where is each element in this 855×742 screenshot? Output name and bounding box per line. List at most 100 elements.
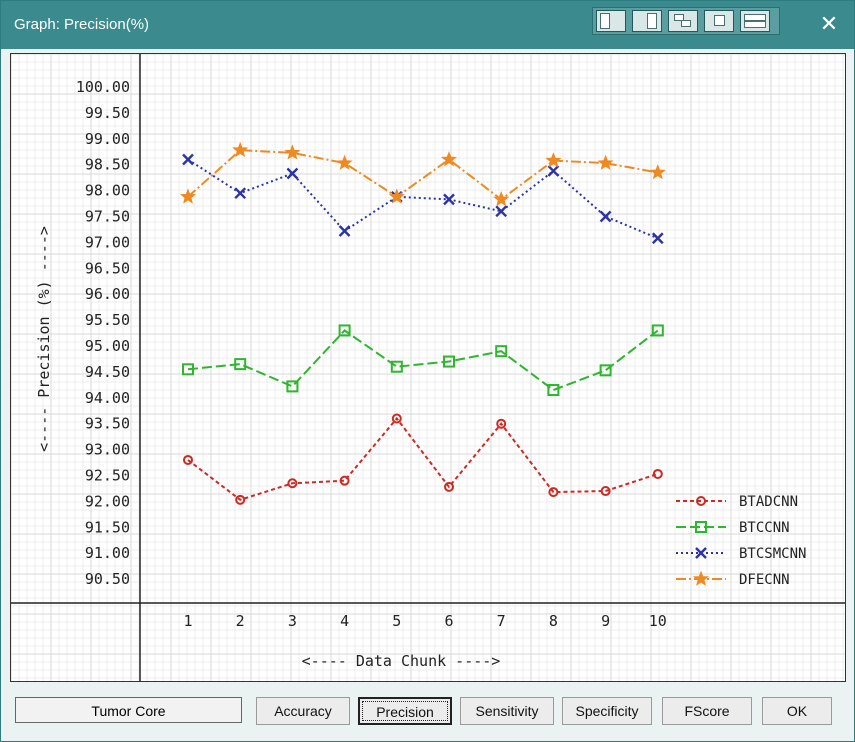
legend-label-dfecnn: DFECNN — [739, 572, 790, 588]
data-point-btadcnn — [600, 486, 611, 497]
data-point-btccnn — [182, 363, 194, 376]
layout-right-pane-icon[interactable] — [632, 10, 662, 32]
data-point-btcsmcnn — [547, 165, 560, 177]
legend-label-btadcnn: BTADCNN — [739, 494, 798, 510]
data-point-btcsmcnn — [495, 205, 508, 218]
x-tick-label: 3 — [288, 612, 297, 630]
data-point-btcsmcnn — [443, 193, 455, 206]
data-point-dfecnn — [336, 154, 353, 170]
data-point-dfecnn — [493, 191, 510, 207]
data-point-btccnn — [547, 384, 560, 397]
data-point-btadcnn — [235, 494, 246, 505]
precision-button[interactable]: Precision — [358, 697, 452, 725]
close-icon[interactable]: ✕ — [819, 11, 839, 36]
x-tick-label: 4 — [340, 612, 349, 630]
data-point-btcsmcnn — [338, 225, 351, 237]
window-title: Graph: Precision(%) — [14, 16, 150, 33]
chart-area: 90.50 91.00 91.50 92.00 92.50 93.00 93.50 94.00… — [10, 53, 846, 682]
y-tick-label: 94.50 — [85, 363, 130, 381]
data-point-btadcnn — [548, 487, 559, 498]
ok-button[interactable]: OK — [762, 697, 832, 725]
y-tick-label: 98.50 — [85, 156, 130, 174]
y-tick-label: 90.50 — [85, 570, 130, 588]
x-axis-label: <---- Data Chunk ----> — [302, 652, 501, 670]
tumor-core-field: Tumor Core — [15, 697, 242, 723]
fscore-button[interactable]: FScore — [662, 697, 752, 725]
x-tick-label: 5 — [392, 612, 401, 630]
data-point-btcsmcnn — [182, 153, 194, 166]
legend-marker-btccnn — [695, 521, 707, 533]
y-tick-label: 93.50 — [85, 415, 130, 433]
data-point-btccnn — [234, 358, 247, 371]
data-point-dfecnn — [232, 141, 249, 158]
y-axis-label: <---- Precision (%) ----> — [35, 226, 53, 452]
specificity-button[interactable]: Specificity — [562, 697, 652, 725]
window-layout-controls — [592, 7, 780, 35]
accuracy-button[interactable]: Accuracy — [256, 697, 350, 725]
x-tick-label: 2 — [236, 612, 245, 630]
y-tick-label: 99.50 — [85, 104, 130, 122]
data-point-dfecnn — [545, 152, 562, 168]
y-tick-label: 97.50 — [85, 208, 130, 226]
series-line-btadcnn — [187, 416, 659, 501]
title-bar: Graph: Precision(%) ✕ — [1, 1, 854, 49]
data-point-btadcnn — [391, 413, 402, 424]
x-tick-label: 8 — [549, 612, 558, 630]
data-point-dfecnn — [597, 154, 614, 170]
data-point-btadcnn — [287, 478, 298, 489]
data-point-dfecnn — [649, 164, 666, 180]
y-tick-label: 95.00 — [85, 337, 130, 355]
x-tick-label: 6 — [444, 612, 453, 630]
x-tick-label: 7 — [497, 612, 506, 630]
data-point-dfecnn — [179, 188, 197, 204]
data-point-btadcnn — [183, 454, 193, 465]
data-point-dfecnn — [388, 188, 405, 204]
y-tick-label: 92.00 — [85, 492, 130, 510]
data-point-dfecnn — [440, 151, 458, 167]
layout-single-pane-icon[interactable] — [704, 10, 734, 32]
data-point-btccnn — [651, 324, 664, 337]
data-point-btadcnn — [444, 481, 454, 492]
data-point-btccnn — [599, 364, 612, 377]
y-tick-label: 91.00 — [85, 544, 130, 562]
precision-chart: 90.50 91.00 91.50 92.00 92.50 93.00 93.50 94.00… — [10, 53, 845, 681]
y-tick-label: 93.00 — [85, 441, 130, 459]
series-line-btcsmcnn — [187, 158, 659, 240]
data-point-btadcnn — [496, 418, 507, 429]
data-point-btccnn — [390, 360, 403, 373]
legend-marker-dfecnn — [692, 570, 710, 586]
data-point-btccnn — [286, 380, 299, 393]
layout-stack-icon[interactable] — [740, 10, 770, 32]
y-tick-label: 97.00 — [85, 233, 130, 251]
data-point-btcsmcnn — [286, 167, 299, 180]
data-point-btccnn — [443, 355, 455, 368]
sensitivity-button[interactable]: Sensitivity — [460, 697, 554, 725]
y-tick-label: 96.00 — [85, 285, 130, 303]
series-line-dfecnn — [187, 149, 658, 201]
footer-bar: Tumor Core Accuracy Precision Sensitivit… — [1, 685, 854, 741]
y-tick-label: 98.00 — [85, 182, 130, 200]
data-point-dfecnn — [284, 144, 301, 160]
layout-tile-icon[interactable] — [668, 10, 698, 32]
data-point-btadcnn — [652, 468, 663, 479]
data-point-btccnn — [338, 324, 351, 337]
legend-marker-btadcnn — [696, 496, 706, 506]
data-point-btcsmcnn — [234, 187, 247, 200]
y-tick-label: 91.50 — [85, 518, 130, 536]
y-tick-label: 96.50 — [85, 259, 130, 277]
series-line-btccnn — [187, 329, 659, 392]
y-tick-label: 100.00 — [76, 78, 130, 96]
y-tick-label: 94.00 — [85, 389, 130, 407]
y-tick-label: 92.50 — [85, 467, 130, 485]
legend-label-btcsmcnn: BTCSMCNN — [739, 546, 806, 562]
legend-marker-btcsmcnn — [695, 547, 707, 559]
x-tick-label: 9 — [601, 612, 610, 630]
y-tick-label: 99.00 — [85, 130, 130, 148]
data-point-btccnn — [495, 345, 508, 358]
data-point-btcsmcnn — [651, 232, 664, 245]
data-point-btadcnn — [339, 475, 350, 486]
layout-left-pane-icon[interactable] — [596, 10, 626, 32]
legend-label-btccnn: BTCCNN — [739, 520, 790, 536]
data-point-btcsmcnn — [599, 210, 612, 223]
